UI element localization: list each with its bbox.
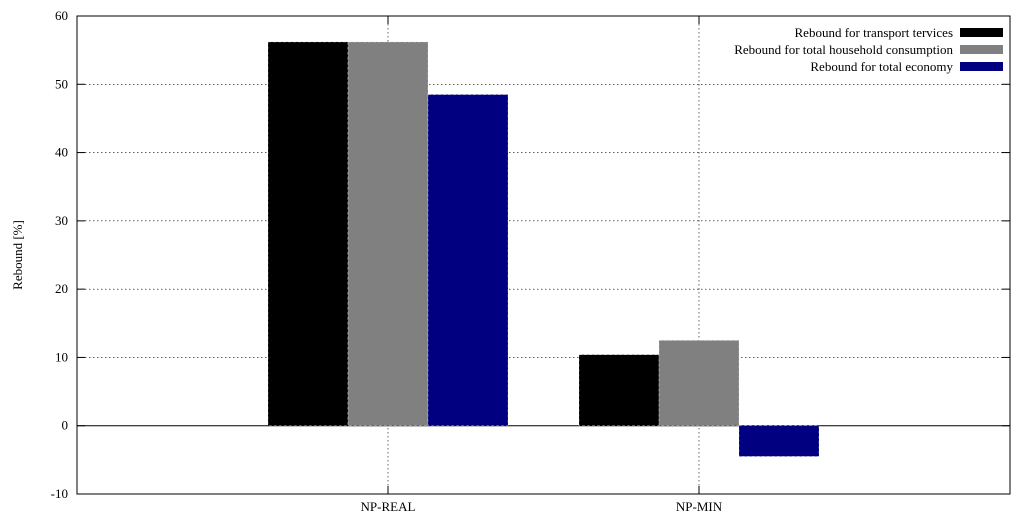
y-tick-label: 20: [55, 281, 68, 296]
legend-label: Rebound for total economy: [810, 59, 953, 74]
bar: [739, 425, 819, 457]
legend-swatch: [960, 28, 1003, 37]
legend: Rebound for transport tervices Rebound fo…: [734, 25, 1003, 74]
bar: [579, 354, 659, 426]
y-tick-label: 30: [55, 213, 68, 228]
y-tick-label: 10: [55, 349, 68, 364]
bar: [268, 41, 348, 426]
y-tick-label: 40: [55, 145, 68, 160]
y-tick-label: 50: [55, 76, 68, 91]
y-axis-label: Rebound [%]: [10, 220, 25, 290]
axis-ticks: -10 0 10 20 30 40 50 60 NP-REAL NP-MIN: [51, 8, 1010, 514]
y-tick-label: -10: [51, 486, 68, 501]
bars: [267, 41, 820, 457]
bar-outline: [658, 340, 740, 427]
x-tick-label: NP-REAL: [361, 499, 416, 514]
x-tick-label: NP-MIN: [676, 499, 723, 514]
plot-frame: [76, 15, 1011, 495]
bar: [348, 41, 428, 426]
bar: [428, 94, 508, 426]
legend-label: Rebound for total household consumption: [734, 42, 953, 57]
legend-label: Rebound for transport tervices: [795, 25, 953, 40]
y-tick-label: 60: [55, 8, 68, 23]
bar-outline: [738, 425, 820, 457]
legend-swatch: [960, 45, 1003, 54]
bar-outline: [427, 94, 509, 427]
bar: [659, 340, 739, 426]
y-tick-label: 0: [62, 418, 69, 433]
legend-swatch: [960, 62, 1003, 71]
grid-lines: [77, 16, 1010, 494]
